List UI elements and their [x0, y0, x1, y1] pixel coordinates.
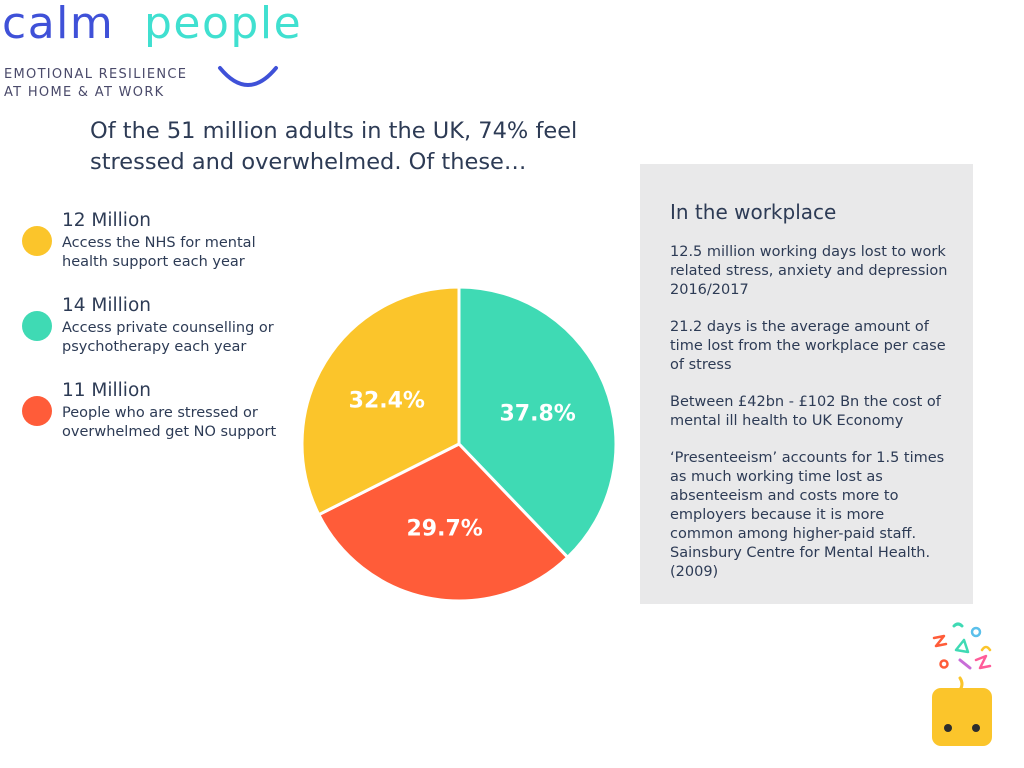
- logo-tagline-line1: EMOTIONAL RESILIENCE: [4, 67, 188, 82]
- legend-description: People who are stressed or overwhelmed g…: [62, 405, 277, 440]
- legend-description: Access the NHS for mental health support…: [62, 235, 256, 270]
- legend-dot: [22, 311, 52, 341]
- logo-word-people: people: [144, 0, 303, 49]
- legend-title: 12 Million: [62, 210, 151, 231]
- logo-word-calm: calm: [2, 0, 115, 49]
- pie-slice: [317, 442, 570, 603]
- smile-icon: [218, 66, 278, 87]
- workplace-paragraph: Between £42bn - £102 Bn the cost of ment…: [670, 394, 941, 429]
- pie-slice-label: 32.4%: [349, 389, 425, 414]
- headline-line1: Of the 51 million adults in the UK, 74% …: [90, 118, 578, 144]
- workplace-info-panel: In the workplace 12.5 million working da…: [640, 164, 973, 604]
- legend-item: 11 Million People who are stressed or ov…: [22, 380, 297, 465]
- pie-chart: 37.8% 29.7% 32.4%: [298, 283, 620, 605]
- logo-tagline-line2: AT HOME & AT WORK: [4, 85, 165, 100]
- legend-title: 11 Million: [62, 380, 151, 401]
- headline-line2: stressed and overwhelmed. Of these…: [90, 149, 527, 175]
- happy-box-mascot-icon: [932, 622, 992, 746]
- workplace-title: In the workplace: [670, 200, 837, 224]
- brand-logo: calm people EMOTIONAL RESILIENCE AT HOME…: [0, 2, 340, 102]
- legend-description: Access private counselling or psychother…: [62, 320, 274, 355]
- legend-title: 14 Million: [62, 295, 151, 316]
- headline: Of the 51 million adults in the UK, 74% …: [90, 116, 650, 178]
- pie-chart-svg: 37.8% 29.7% 32.4%: [300, 285, 618, 603]
- workplace-paragraph: 12.5 million working days lost to work r…: [670, 244, 948, 298]
- legend-item: 12 Million Access the NHS for mental hea…: [22, 210, 297, 295]
- pie-slice: [457, 285, 618, 559]
- workplace-paragraph: 21.2 days is the average amount of time …: [670, 319, 946, 373]
- legend-item: 14 Million Access private counselling or…: [22, 295, 297, 380]
- legend-dot: [22, 396, 52, 426]
- workplace-paragraph: ‘Presenteeism’ accounts for 1.5 times as…: [670, 450, 945, 580]
- pie-slice-label: 37.8%: [500, 401, 576, 426]
- pie-slice: [300, 285, 461, 517]
- legend-dot: [22, 226, 52, 256]
- chart-legend: 12 Million Access the NHS for mental hea…: [22, 210, 297, 465]
- pie-slice-label: 29.7%: [407, 517, 483, 542]
